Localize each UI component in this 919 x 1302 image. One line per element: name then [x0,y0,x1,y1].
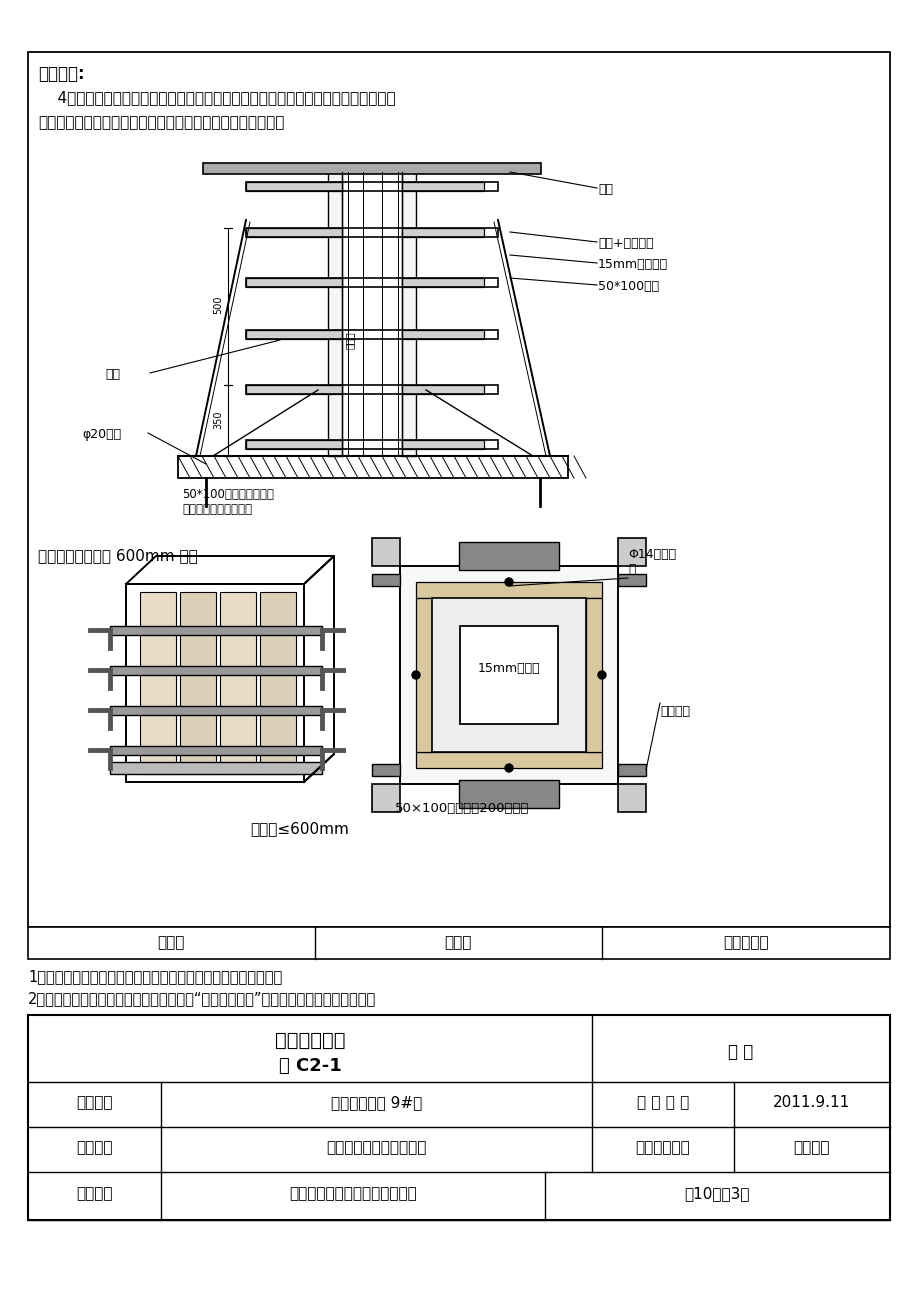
Bar [126,585,303,783]
Bar [371,784,400,812]
Text: 2、当做分项工程施工技术交底时，应填写“分项工程名称”栏，其他技术交底可不填写。: 2、当做分项工程施工技术交底时，应填写“分项工程名称”栏，其他技术交底可不填写。 [28,991,376,1006]
Text: 施工单位: 施工单位 [76,1141,113,1155]
Text: 杆: 杆 [628,562,635,575]
Bar [618,784,645,812]
Bar [402,172,415,456]
Bar [180,592,216,773]
Bar [415,753,601,768]
Text: 斜撞: 斜撞 [105,368,119,381]
Text: 新余恒大雅苑 9#楼: 新余恒大雅苑 9#楼 [331,1095,422,1111]
Text: 500: 500 [213,296,222,314]
Bar [415,598,432,753]
Circle shape [505,578,513,586]
Bar [371,574,400,586]
Bar [400,566,618,784]
Text: 审核人: 审核人 [157,935,185,950]
Text: 做底脚板，用钉钉固定: 做底脚板，用钉钉固定 [182,503,252,516]
Bar [459,780,559,809]
Text: 发现误差超出误差允许的范围，应立即查找原因，加以纠正。: 发现误差超出误差允许的范围，应立即查找原因，加以纠正。 [38,115,284,130]
Bar [618,574,645,586]
Text: 交底人: 交底人 [444,935,471,950]
Bar [402,329,483,339]
Bar [245,329,497,339]
Bar [28,1016,889,1220]
Bar [220,592,255,773]
Text: 50*100方木: 50*100方木 [597,280,658,293]
Bar [110,667,322,674]
Bar [328,172,342,456]
Bar [585,598,601,753]
Bar [432,598,585,753]
Bar [245,279,342,286]
Bar [371,538,400,566]
Text: 钉管+老柱柱箍: 钉管+老柱柱箍 [597,237,652,250]
Text: φ20地锤: φ20地锤 [82,428,121,441]
Bar [371,764,400,776]
Bar [245,440,497,449]
Text: 50×100木方（每200一道）: 50×100木方（每200一道） [394,802,529,815]
Text: 技术交底记录: 技术交底记录 [275,1031,345,1049]
Bar [0,0,919,52]
Bar [402,279,483,286]
Bar [245,329,342,339]
Text: 接受交底人: 接受交底人 [722,935,768,950]
Text: 当柱截面尺寸小于 600mm 时：: 当柱截面尺寸小于 600mm 时： [38,548,198,562]
Bar [110,746,322,755]
Bar [618,764,645,776]
Text: 交底提要: 交底提要 [76,1186,113,1202]
Bar [245,385,497,395]
Circle shape [597,671,606,680]
Bar [460,626,558,724]
Text: 编 号: 编 号 [728,1043,753,1061]
Text: 15mm胶合板: 15mm胶合板 [477,663,539,676]
Bar [245,279,497,286]
Bar [402,440,483,449]
Text: 柱模板: 柱模板 [345,331,355,349]
Text: 350: 350 [213,410,222,430]
Bar [245,228,342,237]
Text: 2011.9.11: 2011.9.11 [773,1095,850,1111]
Circle shape [505,764,513,772]
Text: 15mm厚多层板: 15mm厚多层板 [597,258,667,271]
Text: 1、本表由施工单位填写，交底单位与接受交底单位各保存一份。: 1、本表由施工单位填写，交底单位与接受交底单位各保存一份。 [28,969,282,984]
Bar [245,228,497,237]
Bar [110,706,322,715]
Bar [618,538,645,566]
Text: 模板工程: 模板工程 [793,1141,829,1155]
Bar [415,582,601,598]
Text: 交底内容:: 交底内容: [38,65,85,83]
Text: 钉管抟箍: 钉管抟箍 [659,704,689,717]
Bar [260,592,296,773]
Text: 钉管: 钉管 [597,184,612,197]
Text: Φ14对拉螺: Φ14对拉螺 [628,548,675,561]
Bar [203,163,540,174]
Bar [28,927,889,960]
Bar [245,182,342,191]
Bar [140,592,176,773]
Text: 4、在支设模板的过程中要派专人进行检查，对每一根柱子都要进行轴线复核。一旦: 4、在支设模板的过程中要派专人进行检查，对每一根柱子都要进行轴线复核。一旦 [38,90,395,105]
Bar [110,626,322,635]
Text: 交 底 日 期: 交 底 日 期 [636,1095,688,1111]
Bar [459,542,559,570]
Text: 柱截面≤600mm: 柱截面≤600mm [250,822,349,836]
Text: 50*100度多层板或方木: 50*100度多层板或方木 [182,488,274,501]
Bar [245,440,342,449]
Bar [245,182,497,191]
Bar [245,385,342,395]
Text: 中铁建设集团新余分公司: 中铁建设集团新余分公司 [326,1141,426,1155]
Text: 內10页第3页: 內10页第3页 [684,1186,749,1202]
Bar [28,52,889,927]
Text: 表 C2-1: 表 C2-1 [278,1057,341,1075]
Bar [402,385,483,395]
Text: 一二层及地下室柱模板技术交底: 一二层及地下室柱模板技术交底 [289,1186,416,1202]
Bar [402,182,483,191]
Text: 工程名称: 工程名称 [76,1095,113,1111]
Circle shape [412,671,420,680]
Bar [402,228,483,237]
Text: 分项工程名称: 分项工程名称 [635,1141,689,1155]
Bar [110,762,322,773]
Bar [177,456,567,478]
